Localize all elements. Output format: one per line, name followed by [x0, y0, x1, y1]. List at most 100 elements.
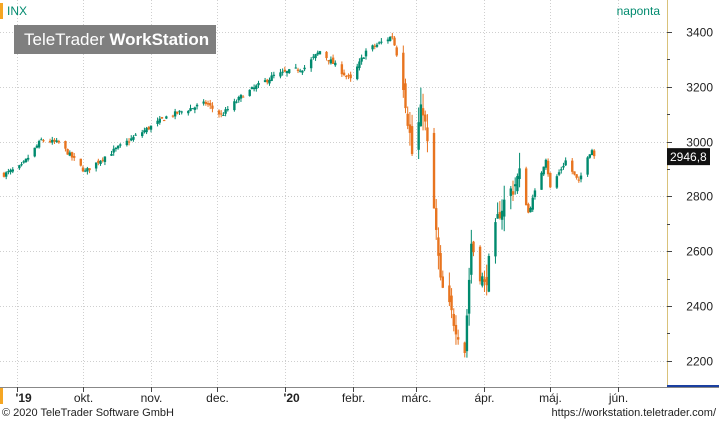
candle-body: [252, 87, 256, 90]
x-tick-label: jún.: [608, 391, 628, 405]
candle-body: [53, 139, 56, 142]
candle-body: [380, 41, 383, 43]
candlestick-series: [2, 32, 596, 358]
x-tick-label: '20: [284, 391, 301, 405]
candle-body: [386, 39, 390, 42]
candle-body: [55, 140, 58, 142]
candle-body: [391, 36, 394, 38]
candle-body: [439, 252, 442, 278]
candle-body: [2, 172, 6, 177]
candle-body: [81, 167, 85, 172]
candle-body: [498, 212, 502, 219]
price-chart[interactable]: 2200 2400 2600 2800 3000 3200 3400 '19 okt. nov.…: [0, 0, 719, 406]
candle-body: [298, 70, 302, 72]
candle-body: [329, 59, 333, 64]
candle-body: [257, 82, 260, 86]
candle-body: [571, 160, 574, 172]
candle-body: [533, 190, 537, 197]
candle-body: [162, 120, 166, 122]
candle-body: [255, 85, 258, 90]
candle-body: [586, 157, 589, 175]
y-tick-label: 2800: [686, 190, 713, 204]
y-tick-label: 2600: [686, 245, 713, 259]
candle-body: [114, 147, 118, 150]
candle-body: [268, 79, 271, 84]
candle-body: [524, 168, 528, 206]
candle-body: [347, 75, 350, 77]
candle-body: [296, 69, 300, 71]
chart-grid: [0, 0, 667, 387]
candle-body: [340, 64, 344, 75]
candle-body: [180, 111, 183, 113]
candle-body: [237, 97, 240, 101]
candle-body: [371, 45, 374, 50]
candle-body: [303, 67, 306, 70]
candle-body: [189, 108, 192, 112]
candle-body: [312, 56, 315, 58]
candle-body: [48, 140, 52, 143]
price-axis: 2200 2400 2600 2800 3000 3200 3400: [667, 26, 713, 369]
candle-body: [356, 66, 359, 80]
candle-body: [393, 37, 396, 46]
candle-body: [222, 114, 225, 116]
candle-body: [452, 313, 455, 326]
candle-body: [127, 141, 131, 143]
candle-body: [562, 165, 565, 168]
candle-body: [9, 169, 12, 173]
candle-body: [463, 342, 466, 353]
candle-body: [345, 75, 348, 77]
candle-body: [487, 256, 491, 292]
x-tick-label: dec.: [206, 391, 229, 405]
candle-body: [134, 134, 137, 136]
y-tick-label: 3000: [686, 136, 713, 150]
candle-body: [309, 59, 313, 69]
candle-body: [110, 153, 113, 156]
symbol-label[interactable]: INX: [7, 4, 27, 18]
candle-body: [217, 110, 221, 115]
candle-body: [26, 157, 30, 160]
candle-body: [325, 51, 328, 59]
x-tick-label: febr.: [342, 391, 365, 405]
candle-body: [402, 52, 405, 91]
candle-body: [465, 315, 469, 352]
time-axis: '19 okt. nov. dec. '20 febr. márc. ápr. máj. jún.: [16, 387, 628, 405]
candle-body: [432, 132, 436, 209]
footer-bar: © 2020 TeleTrader Software GmbH https://…: [0, 406, 719, 425]
candle-body: [590, 150, 594, 156]
candle-body: [327, 60, 330, 62]
candle-body: [64, 141, 67, 149]
candle-body: [575, 174, 578, 178]
candle-body: [470, 243, 473, 275]
candle-body: [178, 110, 181, 112]
candle-body: [579, 175, 583, 180]
candle-body: [467, 279, 471, 314]
candle-body: [454, 324, 458, 335]
candle-body: [211, 105, 214, 109]
candle-body: [20, 164, 23, 166]
candle-body: [250, 87, 254, 90]
candle-body: [204, 101, 208, 104]
candle-body: [42, 140, 45, 142]
candle-body: [239, 95, 243, 99]
candle-body: [448, 285, 451, 303]
candle-body: [147, 127, 151, 130]
candle-body: [51, 139, 54, 143]
candle-body: [86, 168, 89, 172]
candle-body: [494, 222, 497, 257]
last-price-value: 2946,8: [670, 150, 707, 164]
candle-body: [281, 71, 284, 73]
candle-body: [511, 191, 515, 195]
candle-body: [97, 160, 100, 163]
source-link[interactable]: https://workstation.teletrader.com/: [551, 407, 716, 419]
interval-label[interactable]: naponta: [617, 4, 661, 18]
candle-body: [191, 108, 194, 110]
candle-body: [263, 80, 267, 82]
candle-body: [481, 276, 484, 286]
candle-body: [187, 110, 190, 114]
candle-body: [377, 42, 381, 44]
candle-body: [116, 145, 120, 149]
candle-body: [549, 172, 552, 188]
candle-body: [141, 132, 144, 137]
candle-body: [426, 127, 429, 142]
